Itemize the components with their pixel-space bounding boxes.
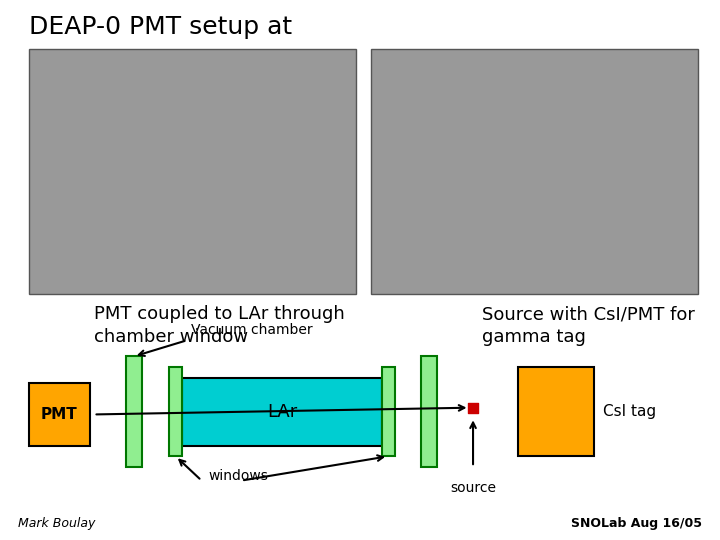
Bar (421, 356, 437, 467)
Text: Mark Boulay: Mark Boulay (18, 517, 95, 530)
Point (467, 403, 479, 412)
Text: SNOLab Aug 16/05: SNOLab Aug 16/05 (571, 517, 702, 530)
Bar (518, 367, 594, 456)
Bar (182, 378, 382, 446)
Text: LAr: LAr (266, 403, 297, 421)
Bar (126, 356, 142, 467)
Bar (169, 367, 182, 456)
Text: Source with CsI/PMT for: Source with CsI/PMT for (482, 305, 696, 323)
Text: source: source (450, 481, 496, 495)
Text: Vacuum chamber: Vacuum chamber (191, 323, 312, 338)
Bar (29, 49, 356, 294)
Bar (371, 49, 698, 294)
Text: chamber window: chamber window (94, 328, 248, 346)
Text: PMT coupled to LAr through: PMT coupled to LAr through (94, 305, 344, 323)
Bar (382, 367, 395, 456)
Text: PMT: PMT (41, 407, 78, 422)
Text: DEAP-0 PMT setup at: DEAP-0 PMT setup at (29, 15, 292, 39)
Text: windows: windows (209, 469, 269, 483)
Bar (29, 383, 90, 446)
Text: CsI tag: CsI tag (603, 404, 656, 419)
Text: gamma tag: gamma tag (482, 328, 586, 346)
